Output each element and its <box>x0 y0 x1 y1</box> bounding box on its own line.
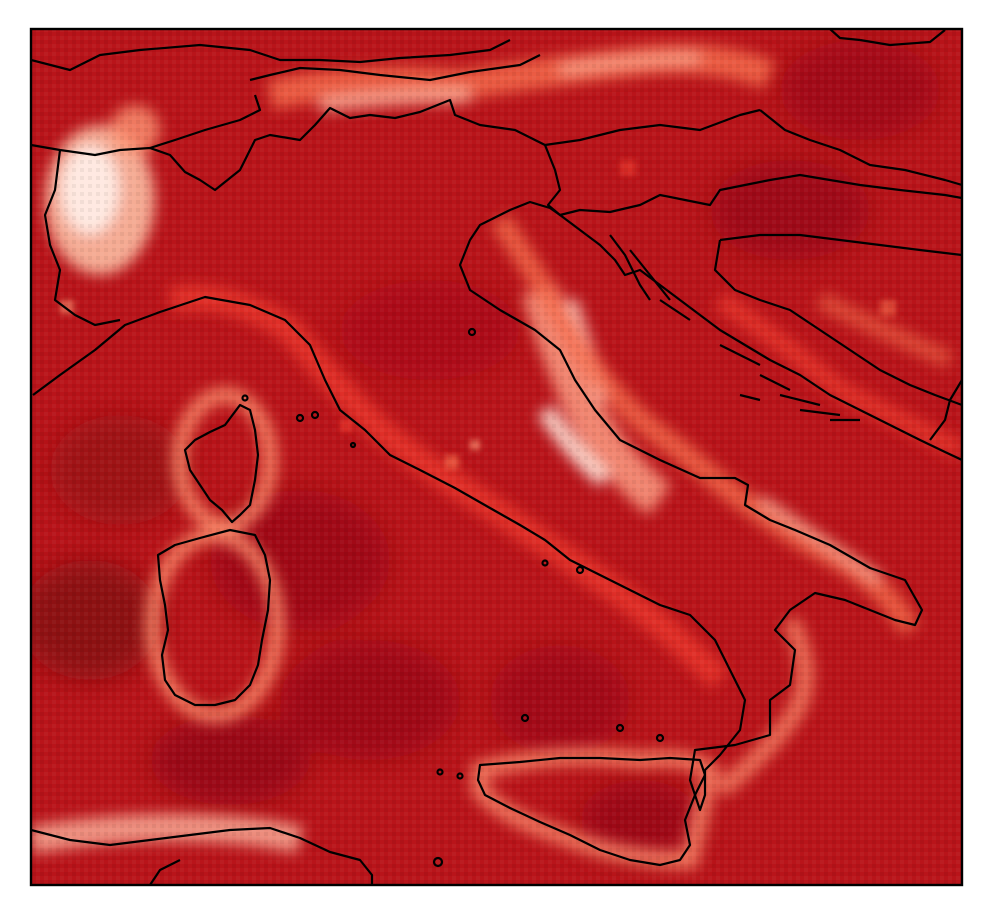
raster-pixel-texture <box>31 29 962 885</box>
island-marker <box>349 441 357 449</box>
raster-layer <box>31 29 962 885</box>
island-marker <box>432 856 444 868</box>
border-croatia-north <box>759 109 962 187</box>
island-marker <box>295 413 305 423</box>
border-pass <box>829 29 861 42</box>
coastline-sicily <box>476 756 707 867</box>
coastline-north-africa <box>31 826 374 885</box>
border-croatia-interior <box>719 233 962 257</box>
border-france-italy <box>43 149 121 327</box>
map-frame <box>29 27 964 887</box>
border-north-upper <box>31 39 511 72</box>
border-bosnia <box>713 239 962 407</box>
island-marker <box>520 713 530 723</box>
island-marker <box>436 768 444 776</box>
coastline-islands <box>609 234 860 422</box>
outline-layer <box>31 29 962 885</box>
island-marker <box>310 410 320 420</box>
island-marker <box>655 733 665 743</box>
island-marker <box>241 394 249 402</box>
island-marker <box>615 723 625 733</box>
border-montenegro <box>929 379 962 441</box>
coastline-sardinia <box>156 528 272 707</box>
coastline-corsica <box>183 403 260 524</box>
border-swiss <box>149 94 262 150</box>
coastline-italy <box>32 200 924 812</box>
island-marker <box>575 565 585 575</box>
island-marker <box>456 772 464 780</box>
border-tunisia <box>149 859 181 885</box>
coastline-dalmatia <box>559 214 962 461</box>
border-upper-right <box>859 29 946 47</box>
island-marker <box>541 559 549 567</box>
border-alps <box>31 98 761 192</box>
island-marker <box>467 327 477 337</box>
border-north-second <box>249 54 541 82</box>
border-slovenia <box>543 144 962 217</box>
